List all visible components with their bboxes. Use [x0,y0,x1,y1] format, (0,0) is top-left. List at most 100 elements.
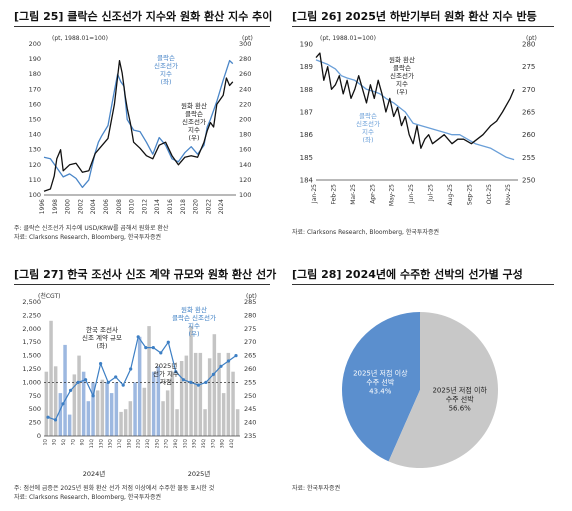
bar [165,390,170,436]
pie-slice-1 [388,312,499,468]
line-point [69,388,73,392]
line-point [159,351,163,355]
x-tick-label: 2006 [103,199,110,214]
x-tick-label: Oct-25 [486,184,493,204]
y-tick-left: 188 [300,86,313,94]
source-line: 자료: 한국투자증권 [292,485,341,492]
chart-fig27: (천CGT) (pt) 0 250 500 750 1,000 1,250 1,500 1,750… [22,292,256,478]
x-tick-label: 17Q [117,439,123,449]
x-tick-label: 29Q [173,439,179,449]
line-point [61,402,65,406]
line-point [91,394,95,398]
series-label-left: 지수 [160,69,172,78]
y-tick-left: 190 [300,41,313,49]
x-tick-label: 19Q [126,439,132,449]
bar [105,382,109,436]
line-point [84,378,88,382]
line-point [151,346,155,350]
series-label-left: (좌) [362,135,373,144]
source-line: 자료: Clarksons Research, Bloomberg, 한국투자증… [14,234,161,241]
y-tick-right: 200 [239,116,251,124]
x-tick-label: Aug-25 [447,184,454,206]
pie-slice-0 [342,312,420,462]
x-tick-label: 11Q [89,439,95,449]
bar [170,371,175,436]
series-label-right: 신조선가 [390,71,414,80]
x-tick-label: 2004 [90,199,97,214]
pie-label: 43.4% [369,388,392,396]
x-tick-label: 25Q [154,439,160,449]
bar-series-label: (좌) [96,341,107,350]
line-series-label: (우) [188,330,199,338]
y-tick-right: 240 [244,419,256,427]
x-tick-label: 3Q [52,439,58,446]
y-tick-left: 500 [29,405,41,413]
line-point [99,362,103,366]
x-tick-label: 23Q [145,439,151,449]
line-point [174,370,178,374]
pie-label: 56.6% [449,404,472,412]
y-tick-right: 160 [239,146,251,154]
y-tick-left: 750 [29,392,41,400]
y-tick-left: 110 [29,176,41,184]
y-tick-right: 260 [244,365,256,373]
bar [226,352,231,436]
bar [119,411,123,436]
y-tick-left: 187 [300,109,313,117]
line-point [53,418,58,422]
x-tick-label: 35Q [201,439,207,449]
line-point [46,415,50,419]
low-annotation: 선가 지수 [153,369,179,378]
y-tick-right: 280 [239,55,251,63]
series-label-left: 신조선가 [356,119,380,128]
bar [72,374,77,436]
series-line-0 [315,59,515,161]
bar [142,387,147,436]
bar [81,371,86,436]
panel-title: [그림 28] 2024년에 수주한 선박의 선가별 구성 [292,268,523,281]
line-point [76,380,80,384]
bar [217,352,221,436]
y-tick-left: 120 [29,161,41,169]
bar [235,409,240,436]
series-label-right: 클락슨 [393,64,411,72]
bar [114,382,119,436]
title-rule [14,26,270,27]
y-tick-left: 1,250 [22,365,41,373]
line-point [226,359,231,363]
series-line-1 [43,59,234,192]
y-tick-left: 140 [29,131,41,139]
bar [67,414,72,436]
x-tick-label: 37Q [210,439,216,449]
x-tick-label: Jul-25 [428,184,435,202]
series-label-left: 신조선가 [154,61,178,70]
x-tick-label: 27Q [164,439,170,449]
y-tick-left: 186 [300,131,314,139]
line-series [47,335,237,421]
y-tick-right: 100 [239,191,251,199]
y-tick-left: 250 [29,419,41,427]
bar [147,326,151,436]
line-point [211,372,215,376]
x-tick-label: 2016 [167,199,174,214]
y-unit-right: (pt) [526,35,537,42]
y-tick-right: 140 [239,161,251,169]
x-tick-label: 2010 [129,199,136,214]
bar [86,401,91,436]
y-tick-left: 160 [29,100,41,108]
x-tick-label: 13Q [98,439,104,449]
bar [212,334,217,436]
line-point [144,346,148,350]
y-tick-left: 100 [29,191,41,199]
x-tick-label: 1Q [42,439,48,446]
y-tick-right: 300 [239,40,251,48]
line-point [136,335,140,339]
title-rule [292,26,554,27]
x-tick-label: 2020 [193,199,200,214]
chart-fig26: (pt, 1988.01=100) (pt) 184 185 186 187 188 189 1… [300,35,537,206]
x-tick-label: 1996 [39,199,46,214]
series-label-left: (좌) [160,77,171,86]
y-tick-left: 1,500 [22,352,41,360]
line-point [189,380,193,384]
y-tick-right: 275 [522,63,535,71]
